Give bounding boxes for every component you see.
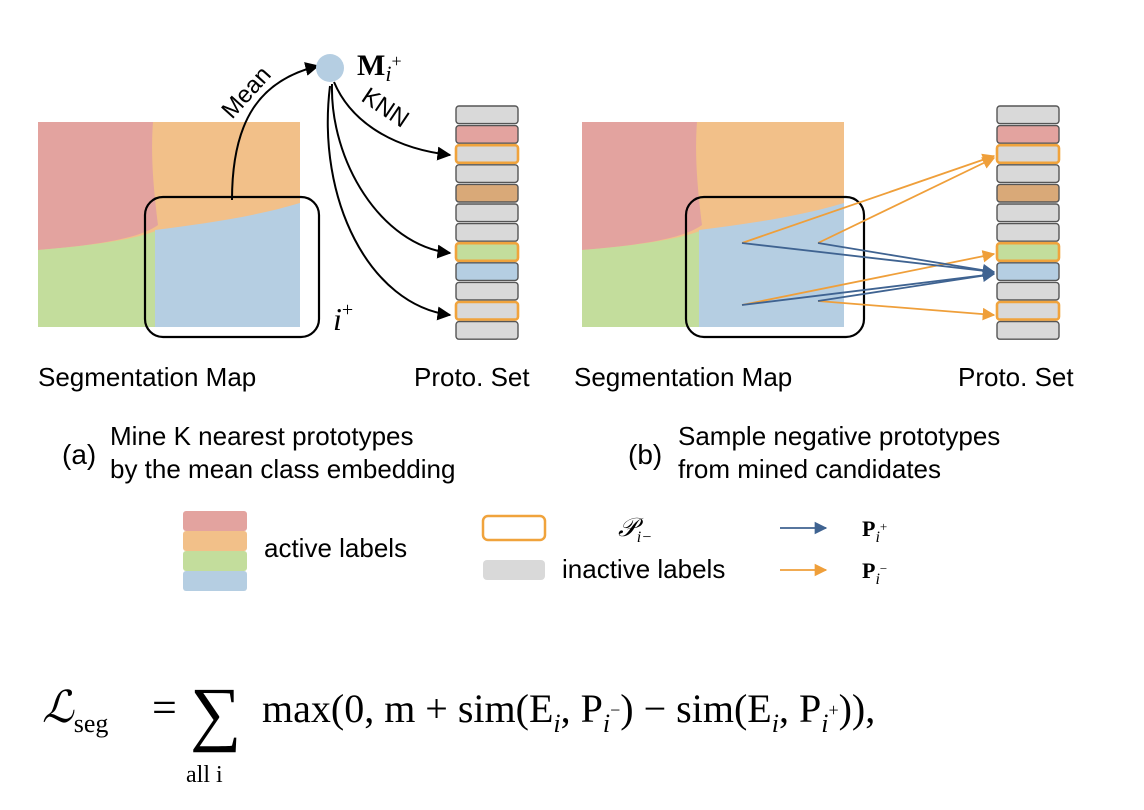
positive-arrow-3: [741, 269, 996, 306]
prototype-slot: [455, 222, 519, 242]
positive-arrow-2: [817, 242, 996, 277]
legend-negative-label: Pi−: [862, 558, 887, 588]
proto-set-label-b: Proto. Set: [958, 362, 1074, 392]
region-blue: [155, 203, 300, 327]
region-label-a: i+: [333, 299, 353, 337]
caption-line1-b: Sample negative prototypes: [678, 421, 1000, 451]
equation-sum-symbol: ∑: [190, 673, 241, 753]
equation-equals: =: [152, 683, 177, 732]
prototype-slot: [996, 281, 1060, 301]
mean-arrow: [231, 62, 320, 201]
knn-arrow-2: [330, 83, 452, 259]
prototype-slot: [455, 262, 519, 282]
prototype-slot-candidate: [454, 300, 520, 321]
caption-tag-a: (a): [62, 439, 96, 470]
legend-positive-label: Pi+: [862, 516, 887, 546]
region-red: [582, 122, 702, 250]
positive-arrow-4: [817, 269, 996, 302]
loss-equation: ℒseg = ∑ all i max(0, m + sim(Ei, Pi−) −…: [42, 673, 875, 788]
region-red: [38, 122, 158, 250]
prototype-slot: [996, 124, 1060, 144]
legend-swatch-green: [183, 551, 247, 571]
prototype-slot: [455, 281, 519, 301]
mean-embedding-label: Mi+: [357, 49, 402, 86]
panel-b: Segmentation Map Proto. Set (b) Sample n…: [574, 105, 1074, 484]
legend: active labels 𝒫i− inactive labels Pi+ Pi…: [183, 511, 887, 591]
prototype-slot: [996, 222, 1060, 242]
prototype-set-b: [995, 105, 1061, 340]
legend-candidate-set: 𝒫i−: [618, 513, 652, 546]
equation-lhs: ℒseg: [42, 683, 108, 738]
caption-line1-a: Mine K nearest prototypes: [110, 421, 414, 451]
prototype-slot-candidate: [995, 143, 1061, 165]
knn-arrow-1: [333, 81, 452, 161]
proto-set-label-a: Proto. Set: [414, 362, 530, 392]
panel-a: Mean Mi+ KNN i+ Segmentation Map Proto. …: [38, 49, 530, 484]
segmentation-map-b: [582, 122, 844, 327]
positive-arrow-1: [741, 242, 996, 277]
prototype-set-a: [454, 105, 520, 340]
legend-swatch-red: [183, 511, 247, 531]
legend-inactive-labels: inactive labels: [562, 554, 725, 584]
segmentation-map-a: [38, 122, 300, 327]
caption-line2-a: by the mean class embedding: [110, 454, 455, 484]
prototype-slot: [996, 164, 1060, 184]
prototype-slot: [455, 320, 519, 340]
prototype-slot: [455, 105, 519, 125]
negative-arrow-4: [817, 300, 996, 321]
seg-map-label-b: Segmentation Map: [574, 362, 792, 392]
knn-arrow-3: [326, 85, 452, 321]
knn-label: KNN: [357, 83, 414, 134]
legend-active-labels: active labels: [264, 533, 407, 563]
prototype-slot: [996, 105, 1060, 125]
region-blue: [699, 203, 844, 327]
legend-swatch-blue: [183, 571, 247, 591]
prototype-slot: [996, 183, 1060, 203]
class-region-box-b: [684, 195, 866, 339]
prototype-slot: [996, 262, 1060, 282]
prototype-slot-candidate: [995, 241, 1061, 263]
prototype-slot-candidate: [995, 300, 1061, 321]
caption-line2-b: from mined candidates: [678, 454, 941, 484]
seg-map-label-a: Segmentation Map: [38, 362, 256, 392]
mean-embedding-node: [316, 54, 344, 82]
equation-sum-under: all i: [186, 762, 223, 788]
negative-arrow-1: [741, 153, 996, 244]
prototype-slot: [455, 183, 519, 203]
region-green: [582, 230, 702, 327]
prototype-slot: [996, 320, 1060, 340]
negative-arrow-3: [741, 250, 996, 306]
prototype-slot: [455, 124, 519, 144]
prototype-slot: [455, 164, 519, 184]
legend-candidate-swatch: [481, 514, 547, 542]
legend-swatch-orange: [183, 531, 247, 551]
prototype-slot-candidate: [454, 143, 520, 165]
negative-arrow-2: [817, 157, 996, 244]
equation-rhs: max(0, m + sim(Ei, Pi−) − sim(Ei, Pi+)),: [262, 686, 875, 738]
prototype-slot: [455, 203, 519, 223]
caption-tag-b: (b): [628, 439, 662, 470]
legend-inactive-swatch: [483, 560, 545, 580]
prototype-slot: [996, 203, 1060, 223]
region-green: [38, 230, 158, 327]
prototype-slot-candidate: [454, 241, 520, 263]
